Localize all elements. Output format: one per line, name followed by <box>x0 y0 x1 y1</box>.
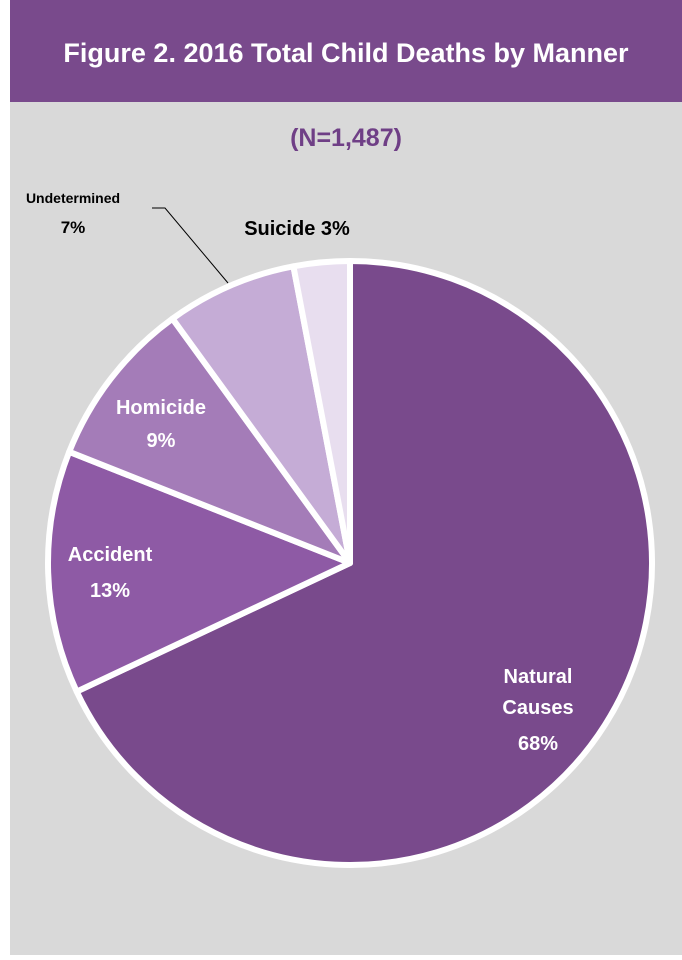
accident-label: Accident <box>68 544 153 566</box>
pie-slice-suicide <box>290 258 353 566</box>
pie-slice-homicide <box>66 315 353 566</box>
accident-percent: 13% <box>90 580 130 602</box>
undetermined-label: Undetermined <box>26 190 120 206</box>
natural-percent: 68% <box>518 733 558 755</box>
homicide-label: Homicide <box>116 397 206 419</box>
undetermined-leader-line <box>152 207 229 284</box>
pie-slice-natural-causes <box>73 258 655 868</box>
suicide-label: Suicide 3% <box>244 218 350 240</box>
natural-label-line-1: Natural <box>504 666 573 688</box>
undetermined-percent: 7% <box>61 218 86 237</box>
chart-subtitle: (N=1,487) <box>290 124 402 152</box>
figure-header: Figure 2. 2016 Total Child Deaths by Man… <box>10 0 682 102</box>
homicide-percent: 9% <box>147 430 176 452</box>
figure-title: Figure 2. 2016 Total Child Deaths by Man… <box>63 38 629 68</box>
pie-slice-accident <box>45 448 353 695</box>
natural-label-line-2: Causes <box>502 697 573 719</box>
